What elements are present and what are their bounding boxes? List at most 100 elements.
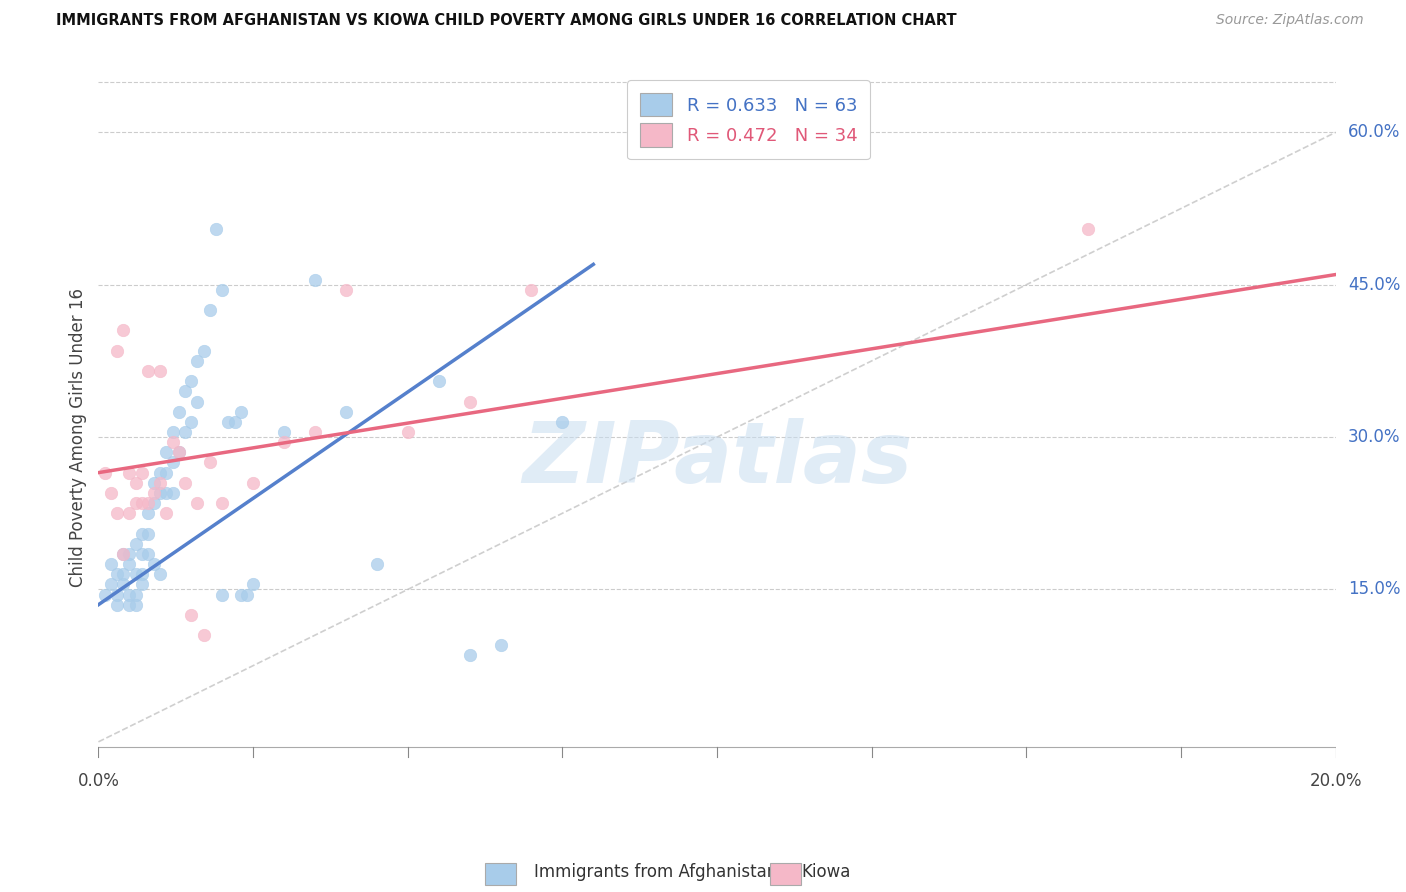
Text: 45.0%: 45.0% [1348, 276, 1400, 293]
Text: Immigrants from Afghanistan: Immigrants from Afghanistan [534, 863, 778, 881]
Point [131, 496, 153, 510]
Point [1077, 222, 1099, 236]
Point [105, 588, 128, 602]
Point [100, 577, 122, 591]
Point [93, 588, 115, 602]
Point [229, 405, 252, 419]
Point [174, 475, 197, 490]
Point [520, 283, 543, 297]
Point [335, 405, 357, 419]
Point [143, 496, 166, 510]
Point [149, 475, 172, 490]
Point [180, 415, 202, 429]
Point [489, 638, 512, 652]
Point [167, 445, 190, 459]
Point [118, 588, 141, 602]
Point [131, 526, 153, 541]
Text: 20.0%: 20.0% [1309, 772, 1362, 790]
Text: 30.0%: 30.0% [1348, 428, 1400, 446]
Text: 0.0%: 0.0% [77, 772, 120, 790]
Legend: R = 0.633   N = 63, R = 0.472   N = 34: R = 0.633 N = 63, R = 0.472 N = 34 [627, 80, 870, 160]
Point [242, 577, 264, 591]
Point [124, 598, 146, 612]
Point [162, 486, 184, 500]
Point [93, 466, 115, 480]
Point [155, 445, 177, 459]
Point [155, 486, 177, 500]
Point [198, 303, 221, 318]
Point [143, 475, 166, 490]
Text: ZIPatlas: ZIPatlas [522, 417, 912, 500]
Point [131, 567, 153, 582]
Point [112, 577, 135, 591]
Point [124, 496, 146, 510]
Text: 15.0%: 15.0% [1348, 581, 1400, 599]
Point [458, 394, 481, 409]
Point [131, 466, 153, 480]
Point [217, 415, 239, 429]
Point [304, 425, 326, 439]
Text: 60.0%: 60.0% [1348, 123, 1400, 141]
Point [211, 588, 233, 602]
Point [193, 343, 215, 358]
Point [131, 547, 153, 561]
Point [136, 496, 159, 510]
Point [162, 435, 184, 450]
Point [100, 557, 122, 571]
Point [193, 628, 215, 642]
Point [105, 567, 128, 582]
Point [162, 425, 184, 439]
Point [180, 374, 202, 388]
Point [304, 272, 326, 286]
Point [155, 506, 177, 520]
Point [149, 364, 172, 378]
Point [427, 374, 450, 388]
Point [118, 557, 141, 571]
Text: IMMIGRANTS FROM AFGHANISTAN VS KIOWA CHILD POVERTY AMONG GIRLS UNDER 16 CORRELAT: IMMIGRANTS FROM AFGHANISTAN VS KIOWA CHI… [56, 13, 957, 29]
Point [124, 475, 146, 490]
Point [458, 648, 481, 663]
Point [136, 506, 159, 520]
Y-axis label: Child Poverty Among Girls Under 16: Child Poverty Among Girls Under 16 [69, 287, 87, 587]
Point [205, 222, 228, 236]
Point [149, 486, 172, 500]
Point [124, 567, 146, 582]
Point [105, 506, 128, 520]
Point [131, 577, 153, 591]
Point [174, 384, 197, 399]
Point [149, 567, 172, 582]
Point [396, 425, 419, 439]
Point [105, 343, 128, 358]
Point [136, 547, 159, 561]
Point [229, 588, 252, 602]
Point [124, 537, 146, 551]
Point [551, 415, 574, 429]
Point [118, 547, 141, 561]
Point [211, 283, 233, 297]
Point [100, 486, 122, 500]
Point [186, 354, 208, 368]
Point [198, 455, 221, 469]
Point [167, 405, 190, 419]
Point [105, 598, 128, 612]
Point [118, 466, 141, 480]
Point [273, 425, 295, 439]
Point [186, 394, 208, 409]
Point [335, 283, 357, 297]
Point [112, 547, 135, 561]
Point [242, 475, 264, 490]
Point [143, 486, 166, 500]
Text: Kiowa: Kiowa [801, 863, 851, 881]
Point [366, 557, 388, 571]
Point [155, 466, 177, 480]
Point [162, 455, 184, 469]
Point [149, 466, 172, 480]
Point [167, 445, 190, 459]
Point [124, 588, 146, 602]
Point [186, 496, 208, 510]
Point [236, 588, 259, 602]
Point [112, 547, 135, 561]
Point [180, 607, 202, 622]
Point [136, 364, 159, 378]
Point [174, 425, 197, 439]
